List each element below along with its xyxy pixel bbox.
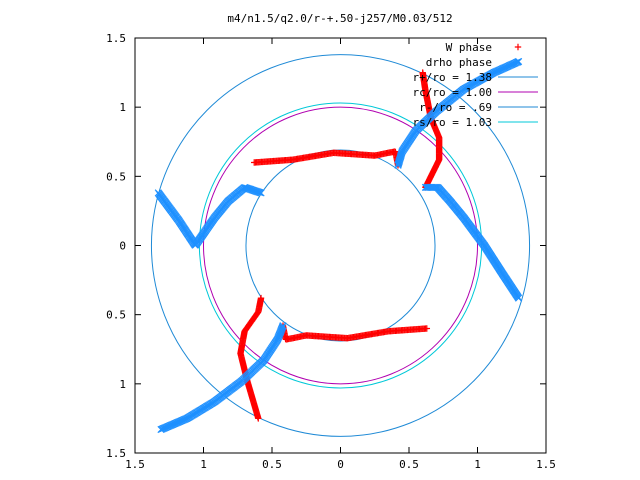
x-tick-label: 1.5 <box>125 458 145 471</box>
legend-label: drho phase <box>426 56 492 69</box>
legend-entry: drho phase <box>426 56 522 69</box>
y-tick-label: 1.5 <box>106 32 126 45</box>
legend-label: rs/ro = 1.03 <box>413 116 492 129</box>
y-tick-label: 1.5 <box>106 447 126 460</box>
ring-1 <box>203 106 478 385</box>
chart-title: m4/n1.5/q2.0/r-+.50-j257/M0.03/512 <box>227 12 452 25</box>
drho-phase-arm-0 <box>421 183 523 302</box>
drho-phase-arm-3 <box>157 322 287 434</box>
legend-label: W phase <box>446 41 492 54</box>
x-tick-label: 1 <box>474 458 481 471</box>
data-point <box>154 189 162 197</box>
legend-entry: rs/ro = 1.03 <box>413 116 538 129</box>
legend-marker <box>514 58 522 66</box>
x-tick-label: 1.5 <box>536 458 556 471</box>
x-tick-label: 0.5 <box>262 458 282 471</box>
legend-entry: rc/ro = 1.00 <box>413 86 538 99</box>
w-phase-arm-1 <box>250 148 402 169</box>
legend-entry: r-/ro = .69 <box>419 101 538 114</box>
x-tick-label: 0.5 <box>399 458 419 471</box>
y-tick-label: 0.5 <box>106 309 126 322</box>
x-tick-label: 1 <box>200 458 207 471</box>
ring-2 <box>245 149 436 342</box>
w-phase-arm-3 <box>279 322 431 343</box>
data-point <box>514 294 523 302</box>
legend-entry: W phase <box>446 41 522 54</box>
legend-label: r+/ro = 1.38 <box>413 71 492 84</box>
legend: W phase drho phase r+/ro = 1.38 rc/ro = 1.0… <box>413 41 538 129</box>
legend-label: r-/ro = .69 <box>419 101 492 114</box>
data-point <box>250 159 258 166</box>
y-tick-label: 1 <box>119 101 126 114</box>
legend-label: rc/ro = 1.00 <box>413 86 492 99</box>
data-point <box>255 415 262 422</box>
drho-phase-arm-1 <box>394 57 523 169</box>
legend-entry: r+/ro = 1.38 <box>413 71 538 84</box>
y-tick-label: 0.5 <box>106 170 126 183</box>
series-group <box>154 57 523 434</box>
axis-ticks: 1.5 1 0.5 0 0.5 1 1.51.510.500.511.5 <box>106 32 556 471</box>
legend-marker <box>514 43 522 51</box>
y-tick-label: 0 <box>119 240 126 253</box>
x-tick-label: 0 <box>337 458 344 471</box>
data-point <box>423 325 431 332</box>
ring-0 <box>150 54 531 437</box>
data-point <box>157 425 165 434</box>
y-tick-label: 1 <box>119 378 126 391</box>
drho-phase-arm-2 <box>154 183 265 249</box>
